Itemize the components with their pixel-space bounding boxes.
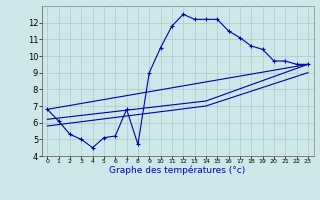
X-axis label: Graphe des températures (°c): Graphe des températures (°c)	[109, 166, 246, 175]
